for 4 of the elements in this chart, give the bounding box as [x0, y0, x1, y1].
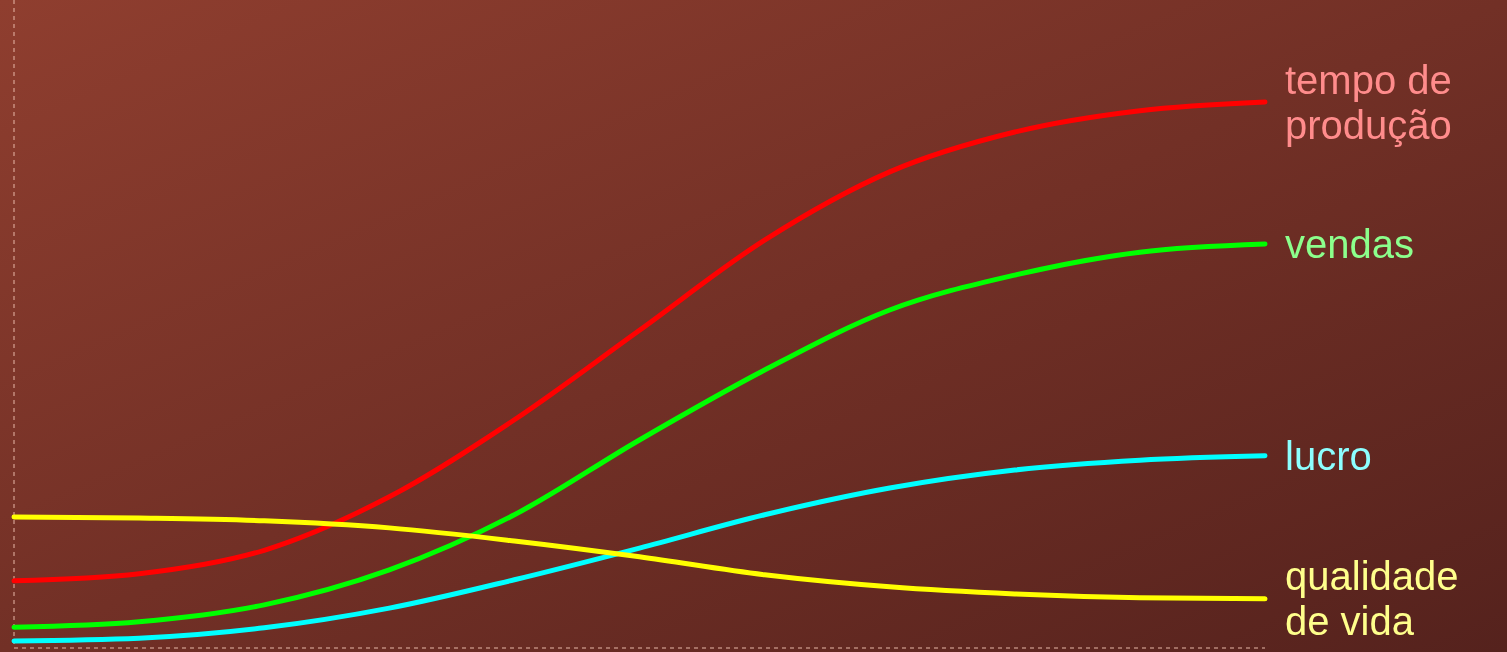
- series-label: vendas: [1285, 221, 1414, 266]
- series-label: qualidade de vida: [1285, 554, 1459, 644]
- series-label: lucro: [1285, 433, 1372, 478]
- series-label: tempo de produção: [1285, 57, 1452, 147]
